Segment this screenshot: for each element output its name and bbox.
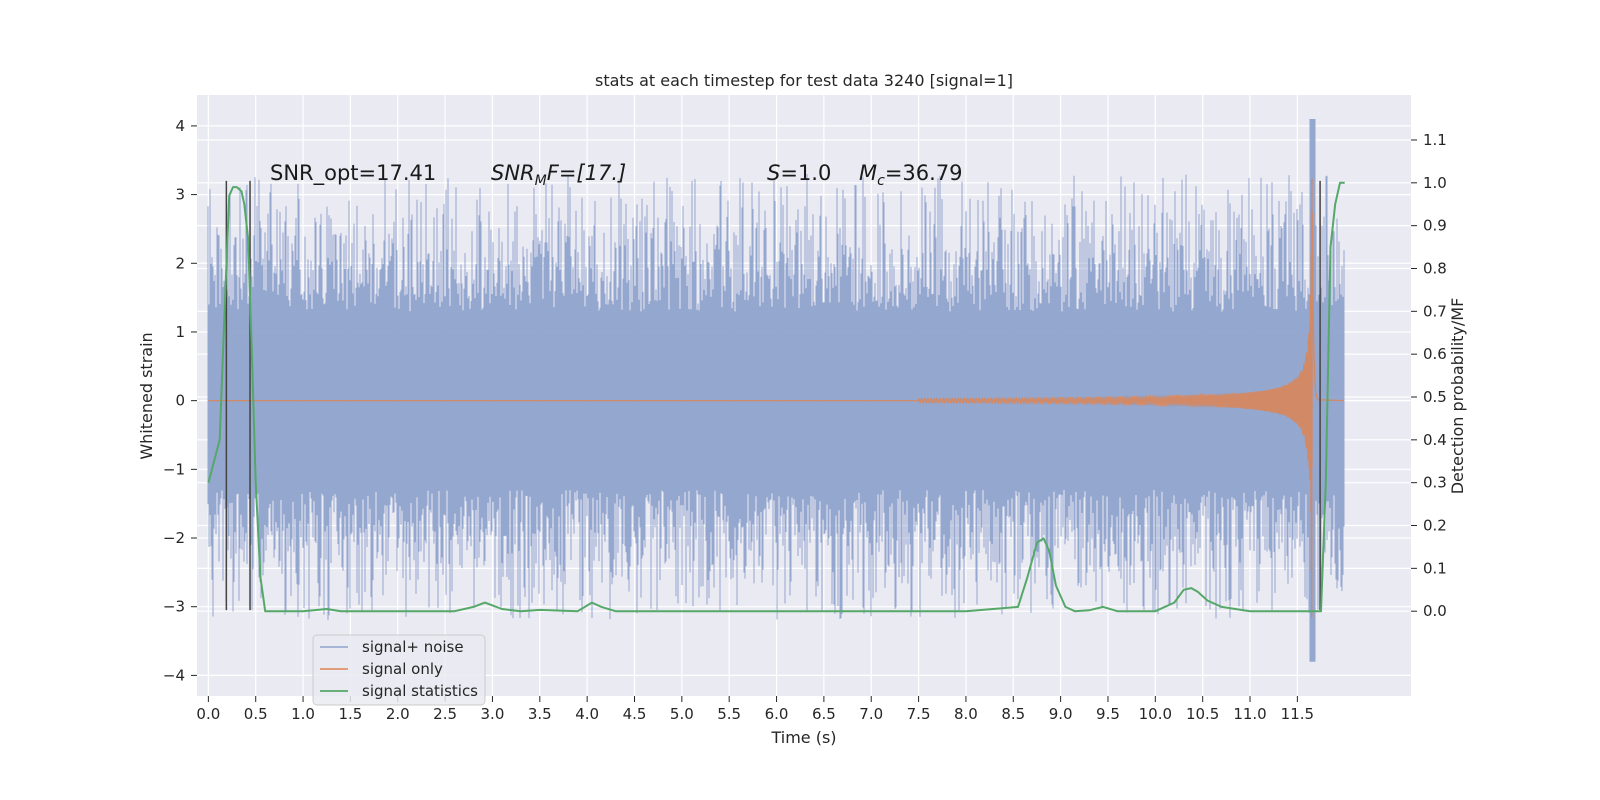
y-tick-label-right: 1.1: [1423, 131, 1447, 149]
y-axis-label-left: Whitened strain: [137, 332, 156, 459]
y-tick-label-right: 0.1: [1423, 559, 1447, 577]
x-tick-label: 5.0: [670, 705, 694, 723]
y-tick-label-left: −2: [163, 529, 185, 547]
legend-label-signal-only: signal only: [362, 660, 443, 678]
annotation-s: S=1.0: [767, 161, 831, 185]
s-value: =1.0: [780, 161, 831, 185]
y-tick-label-left: −3: [163, 598, 185, 616]
series-signal-only: [208, 178, 1344, 618]
x-tick-label: 8.0: [954, 705, 978, 723]
legend-box: [312, 634, 486, 706]
x-tick-label: 7.0: [859, 705, 883, 723]
y-axis-label-right: Detection probability/MF: [1448, 298, 1467, 495]
y-tick-label-left: 4: [175, 117, 185, 135]
y-tick-label-right: 0.4: [1423, 431, 1447, 449]
y-tick-label-left: 0: [175, 392, 185, 410]
y-ticks-left: 4 3 2 1 0 −1 −2 −3 −4: [163, 117, 197, 684]
x-tick-label: 0.5: [244, 705, 268, 723]
x-tick-label: 1.5: [338, 705, 362, 723]
x-tick-label: 7.5: [907, 705, 931, 723]
legend-label-signal-statistics: signal statistics: [362, 682, 478, 700]
x-tick-label: 6.5: [812, 705, 836, 723]
y-tick-label-left: 3: [175, 186, 185, 204]
x-tick-label: 11.0: [1233, 705, 1266, 723]
signal-only-trace: [208, 178, 1344, 618]
x-tick-label: 4.0: [575, 705, 599, 723]
x-axis-label: Time (s): [770, 728, 836, 747]
x-tick-label: 10.5: [1186, 705, 1219, 723]
annotation-snr-opt: SNR_opt=17.41: [270, 161, 436, 186]
x-tick-label: 2.0: [386, 705, 410, 723]
x-tick-label: 3.0: [481, 705, 505, 723]
chart-title: stats at each timestep for test data 324…: [595, 71, 1013, 90]
y-tick-label-left: −4: [163, 666, 185, 684]
annotation-mc: Mc=36.79: [859, 161, 963, 189]
y-ticks-right: 1.1 1.0 0.9 0.8 0.7 0.6 0.5 0.4 0.3 0.2 0.1 0.0: [1411, 131, 1447, 620]
x-tick-label: 1.0: [291, 705, 315, 723]
mc-subscript: c: [877, 173, 885, 189]
legend: signal+ noise signal only signal statist…: [312, 634, 486, 706]
s-symbol: S: [767, 161, 780, 185]
x-tick-label: 5.5: [717, 705, 741, 723]
y-tick-label-right: 0.5: [1423, 388, 1447, 406]
legend-label-signal-noise: signal+ noise: [362, 638, 464, 656]
y-tick-label-right: 0.0: [1423, 602, 1447, 620]
mc-symbol: M: [859, 161, 877, 185]
snr-mf-symbol: SNR: [491, 161, 535, 185]
annotation-snr-mf: SNRMF=[17.]: [491, 161, 626, 189]
x-tick-label: 0.0: [196, 705, 220, 723]
y-tick-label-right: 0.6: [1423, 345, 1447, 363]
snr-mf-value: F=[17.]: [547, 161, 626, 185]
x-tick-label: 6.0: [765, 705, 789, 723]
y-tick-label-left: −1: [163, 460, 185, 478]
mc-value: =36.79: [885, 161, 963, 185]
x-tick-label: 11.5: [1281, 705, 1314, 723]
y-tick-label-right: 0.8: [1423, 259, 1447, 277]
y-tick-label-right: 0.7: [1423, 302, 1447, 320]
series-signal-statistics: [207, 181, 1345, 613]
y-tick-label-right: 0.2: [1423, 517, 1447, 535]
y-tick-label-left: 1: [175, 323, 185, 341]
x-tick-label: 8.5: [1001, 705, 1025, 723]
y-tick-label-right: 1.0: [1423, 174, 1447, 192]
signal-statistics-trace: [207, 181, 1345, 613]
y-tick-label-right: 0.9: [1423, 217, 1447, 235]
x-tick-label: 3.5: [528, 705, 552, 723]
x-tick-label: 10.0: [1139, 705, 1172, 723]
snr-mf-subscript: M: [535, 173, 547, 189]
y-tick-label-left: 2: [175, 254, 185, 272]
x-tick-label: 4.5: [623, 705, 647, 723]
y-tick-label-right: 0.3: [1423, 474, 1447, 492]
x-tick-label: 9.0: [1049, 705, 1073, 723]
x-tick-label: 9.5: [1096, 705, 1120, 723]
x-ticks: 0.0 0.5 1.0 1.5 2.0 2.5 3.0 3.5 4.0 4.5 5.0 5.5 6.0 6…: [196, 696, 1314, 723]
x-tick-label: 2.5: [433, 705, 457, 723]
